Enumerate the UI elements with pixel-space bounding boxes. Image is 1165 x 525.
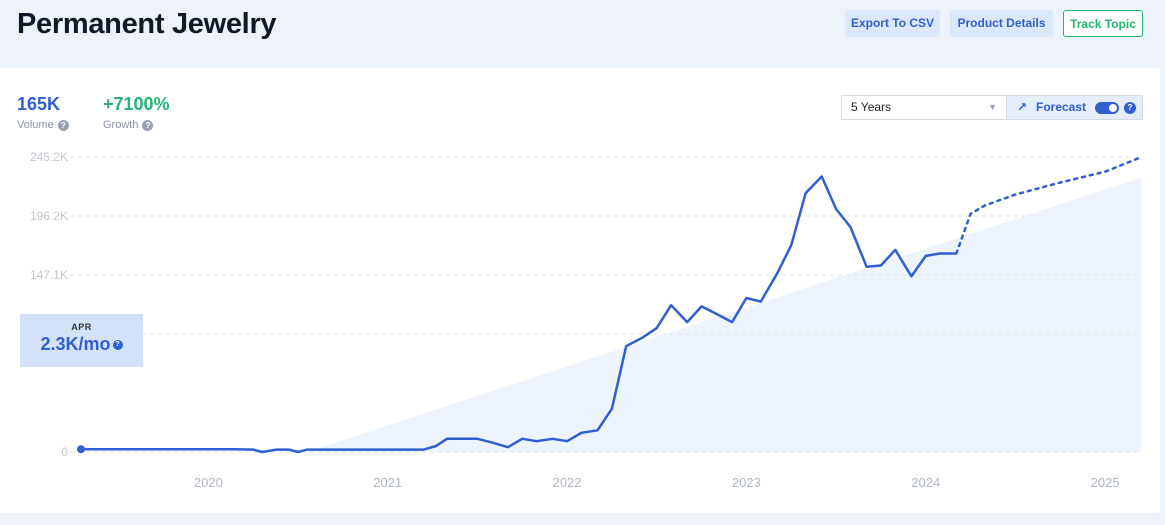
tooltip-month: APR: [71, 322, 92, 332]
toggle-knob: [1109, 104, 1117, 112]
volume-help-icon[interactable]: ?: [57, 119, 69, 131]
product-details-button[interactable]: Product Details: [950, 10, 1053, 37]
track-topic-button[interactable]: Track Topic: [1063, 10, 1143, 37]
volume-value: 165K: [17, 94, 61, 114]
forecast-label: Forecast: [1036, 100, 1087, 114]
forecast-help-icon[interactable]: ?: [1124, 102, 1136, 114]
chart-card: 165K Volume? +7100% Growth? 5 Years ▼ ↗ …: [0, 68, 1160, 513]
volume-label: Volume: [17, 119, 54, 131]
time-range-select[interactable]: 5 Years ▼: [841, 95, 1007, 120]
trend-up-icon: ↗: [1017, 100, 1028, 114]
forecast-control: ↗ Forecast ?: [1007, 95, 1143, 120]
time-range-value: 5 Years: [851, 100, 892, 114]
growth-label: Growth: [103, 119, 139, 131]
growth-label-wrap: Growth?: [103, 119, 154, 131]
tooltip-value: 2.3K/mo: [40, 334, 111, 354]
growth-help-icon[interactable]: ?: [142, 119, 154, 131]
page-header: Permanent Jewelry Export To CSV Product …: [0, 0, 1165, 68]
forecast-toggle[interactable]: [1095, 102, 1119, 114]
export-csv-button[interactable]: Export To CSV: [845, 10, 940, 37]
volume-label-wrap: Volume?: [17, 119, 69, 131]
tooltip-help-icon[interactable]: ?: [112, 340, 123, 351]
page-title: Permanent Jewelry: [17, 8, 277, 40]
hover-tooltip: APR 2.3K/mo?: [20, 314, 143, 367]
chevron-down-icon: ▼: [988, 102, 997, 112]
growth-value: +7100%: [103, 94, 170, 114]
tooltip-value-wrap: 2.3K/mo?: [20, 334, 143, 355]
